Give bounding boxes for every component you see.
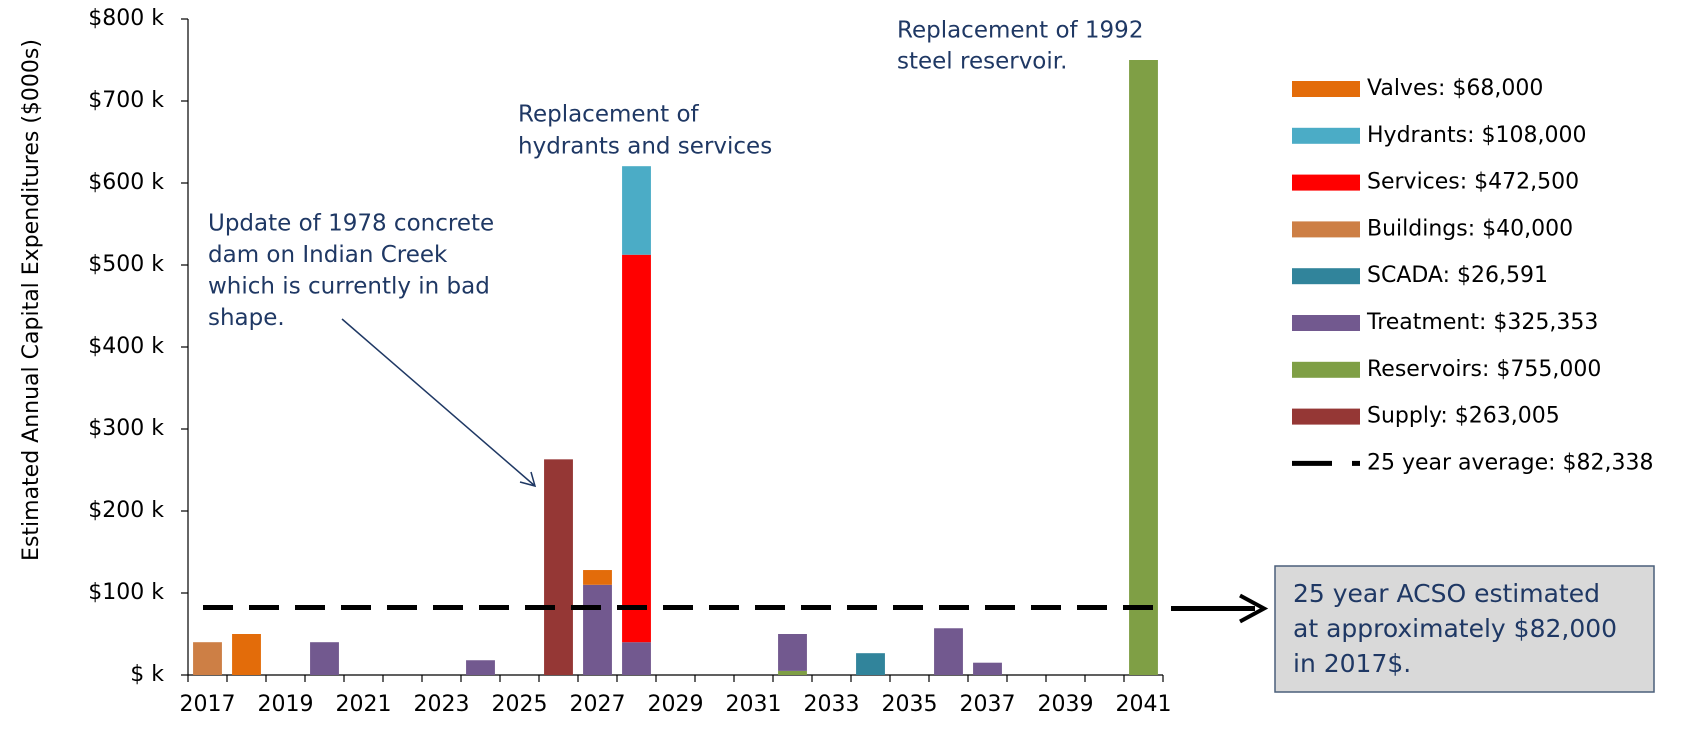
legend-label: Buildings: $40,000 (1367, 216, 1573, 241)
callout-box (1274, 565, 1655, 693)
x-tick-label: 2019 (258, 692, 314, 717)
legend-swatch (1292, 408, 1360, 425)
legend-label: Reservoirs: $755,000 (1367, 357, 1601, 382)
y-tick-label: $400 k (88, 334, 164, 359)
x-tick-label: 2035 (882, 692, 938, 717)
annotation: dam on Indian Creek (208, 242, 448, 268)
callout-text: at approximately $82,000 (1293, 614, 1617, 643)
x-tick-label: 2027 (570, 692, 626, 717)
annotation: Update of 1978 concrete (208, 211, 494, 237)
bar-segment (934, 628, 963, 675)
x-tick-label: 2037 (960, 692, 1016, 717)
annotation-arrowhead (519, 471, 537, 488)
bar-segment (310, 642, 339, 675)
x-tick-label: 2017 (180, 692, 236, 717)
callout-text: 25 year ACSO estimated (1293, 579, 1600, 608)
y-tick-label: $600 k (88, 170, 164, 195)
bar-segment (622, 254, 651, 643)
legend-swatch (1292, 315, 1360, 331)
bar-segment (544, 459, 573, 675)
y-tick-label: $700 k (88, 88, 164, 113)
bar-segment (973, 662, 1002, 675)
legend-label: Services: $472,500 (1367, 170, 1579, 195)
x-tick-label: 2039 (1038, 692, 1094, 717)
annotation: Replacement of (518, 102, 700, 128)
legend-swatch (1292, 127, 1360, 144)
legend-label: Valves: $68,000 (1367, 76, 1543, 101)
legend-swatch (1292, 268, 1360, 285)
callout-text: in 2017$. (1293, 649, 1411, 678)
legend-label: 25 year average: $82,338 (1367, 450, 1654, 475)
y-tick-label: $200 k (88, 498, 164, 523)
annotation-arrow (341, 318, 536, 487)
legend-swatch (1292, 221, 1360, 238)
y-tick-label: $800 k (88, 6, 164, 31)
bar-segment (583, 570, 612, 585)
x-tick-label: 2033 (804, 692, 860, 717)
bar-segment (778, 670, 807, 675)
annotation: hydrants and services (518, 134, 772, 160)
legend-label: Treatment: $325,353 (1366, 310, 1598, 335)
x-tick-label: 2021 (336, 692, 392, 717)
annotation: which is currently in bad (208, 274, 490, 300)
bar-segment (466, 660, 495, 675)
x-tick-label: 2041 (1116, 692, 1172, 717)
bar-segment (1129, 60, 1158, 675)
callout-arrowhead (1239, 593, 1269, 624)
bar-segment (232, 634, 261, 675)
legend-label: Supply: $263,005 (1367, 404, 1560, 429)
bar-segment (622, 166, 651, 255)
y-tick-label: $ k (130, 662, 164, 687)
bar-segment (778, 634, 807, 671)
y-tick-label: $300 k (88, 416, 164, 441)
bar-segment (856, 653, 885, 675)
x-tick-label: 2023 (414, 692, 470, 717)
annotation: steel reservoir. (897, 49, 1067, 75)
legend-swatch (1292, 174, 1360, 191)
y-axis-label: Estimated Annual Capital Expenditures ($… (19, 39, 44, 561)
annotation: shape. (208, 305, 285, 331)
x-tick-label: 2031 (726, 692, 782, 717)
legend-label: Hydrants: $108,000 (1367, 123, 1586, 148)
x-tick-label: 2029 (648, 692, 704, 717)
y-tick-label: $500 k (88, 252, 164, 277)
bar-segment (193, 642, 222, 675)
x-tick-label: 2025 (492, 692, 548, 717)
bar-segment (583, 584, 612, 675)
bar-segment (622, 642, 651, 675)
y-tick-label: $100 k (88, 580, 164, 605)
legend-swatch (1292, 361, 1360, 378)
legend-label: SCADA: $26,591 (1367, 263, 1548, 288)
annotation: Replacement of 1992 (897, 18, 1143, 44)
legend-swatch (1292, 81, 1360, 97)
